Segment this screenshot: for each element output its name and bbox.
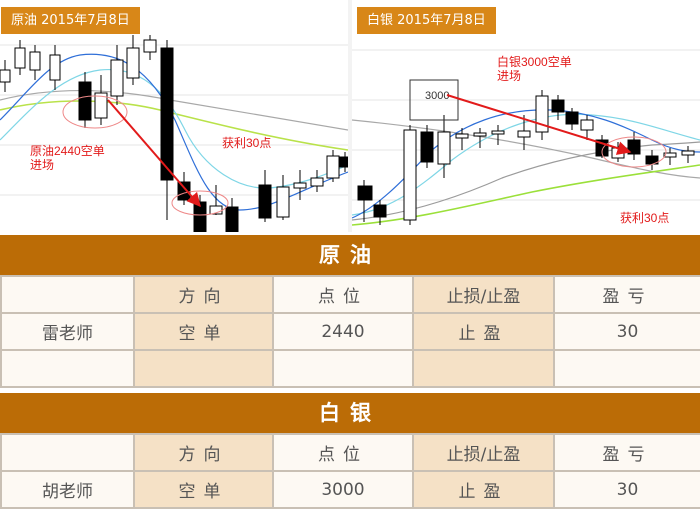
header-cell-stop: 止损/止盈 <box>412 275 555 314</box>
grid <box>0 44 348 196</box>
silver-table-block: 白银 方向 点位 止损/止盈 盈亏 胡老师 空单 3000 止盈 30 <box>0 393 700 509</box>
exit-circle <box>171 190 229 216</box>
crude-oil-chart: 原油2440空单 进场 获利30点 原油 2015年7月8日 <box>0 0 348 232</box>
cell-direction: 空单 <box>133 470 274 509</box>
cell-teacher: 胡老师 <box>0 470 135 509</box>
entry-annotation-line2: 进场 <box>497 69 521 83</box>
cell-stop: 止盈 <box>412 312 555 351</box>
cell-pnl: 30 <box>553 470 700 509</box>
entry-circle <box>62 95 128 129</box>
profit-annotation: 获利30点 <box>620 211 669 225</box>
entry-annotation-line2: 进场 <box>30 158 54 172</box>
header-cell-pnl: 盈亏 <box>553 433 700 472</box>
header-cell <box>0 275 135 314</box>
cell-teacher: 雷老师 <box>0 312 135 351</box>
header-cell <box>0 433 135 472</box>
exit-circle <box>601 136 667 168</box>
silver-section-header: 白银 <box>0 393 700 433</box>
crude-oil-chart-svg: 原油2440空单 进场 获利30点 <box>0 35 348 232</box>
cell-direction: 空单 <box>133 312 274 351</box>
trend-arrow <box>107 99 201 208</box>
crude-oil-section-header: 原油 <box>0 235 700 275</box>
table-row: 雷老师 空单 2440 止盈 30 <box>0 312 700 351</box>
header-cell-price: 点位 <box>272 275 414 314</box>
crude-oil-table: 方向 点位 止损/止盈 盈亏 雷老师 空单 2440 止盈 30 <box>0 275 700 388</box>
entry-annotation-line1: 原油2440空单 <box>30 144 105 158</box>
cell-price: 3000 <box>272 470 414 509</box>
cell-teacher <box>0 349 135 388</box>
header-cell-stop: 止损/止盈 <box>412 433 555 472</box>
cell-stop: 止盈 <box>412 470 555 509</box>
entry-annotation: 白银3000空单 进场 <box>497 54 575 83</box>
entry-annotation: 原油2440空单 进场 <box>30 144 108 172</box>
table-header-row: 方向 点位 止损/止盈 盈亏 <box>0 275 700 314</box>
trend-arrow <box>446 94 632 155</box>
table-row <box>0 349 700 388</box>
silver-chart: 3000 白银3000空单 进场 获利30点 白银 2015年7月8日 <box>352 0 700 232</box>
candles <box>0 35 348 232</box>
cell-price: 2440 <box>272 312 414 351</box>
crude-oil-chart-title: 原油 2015年7月8日 <box>1 7 140 34</box>
header-cell-direction: 方向 <box>133 275 274 314</box>
silver-chart-svg: 3000 白银3000空单 进场 获利30点 <box>352 49 700 226</box>
entry-annotation-line1: 白银3000空单 <box>497 54 572 69</box>
silver-chart-title: 白银 2015年7月8日 <box>357 7 496 34</box>
profit-annotation: 获利30点 <box>222 136 271 150</box>
price-box <box>409 79 459 121</box>
header-cell-direction: 方向 <box>133 433 274 472</box>
cell-direction <box>133 349 274 388</box>
crude-oil-table-block: 原油 方向 点位 止损/止盈 盈亏 雷老师 空单 2440 止盈 30 <box>0 235 700 388</box>
cell-price <box>272 349 414 388</box>
grid <box>352 49 700 201</box>
table-header-row: 方向 点位 止损/止盈 盈亏 <box>0 433 700 472</box>
silver-table: 方向 点位 止损/止盈 盈亏 胡老师 空单 3000 止盈 30 <box>0 433 700 509</box>
header-cell-pnl: 盈亏 <box>553 275 700 314</box>
cell-pnl: 30 <box>553 312 700 351</box>
cell-stop <box>412 349 555 388</box>
charts-area: 原油2440空单 进场 获利30点 原油 2015年7月8日 <box>0 0 700 232</box>
table-row: 胡老师 空单 3000 止盈 30 <box>0 470 700 509</box>
price-box-label: 3000 <box>425 90 449 102</box>
header-cell-price: 点位 <box>272 433 414 472</box>
cell-pnl <box>553 349 700 388</box>
